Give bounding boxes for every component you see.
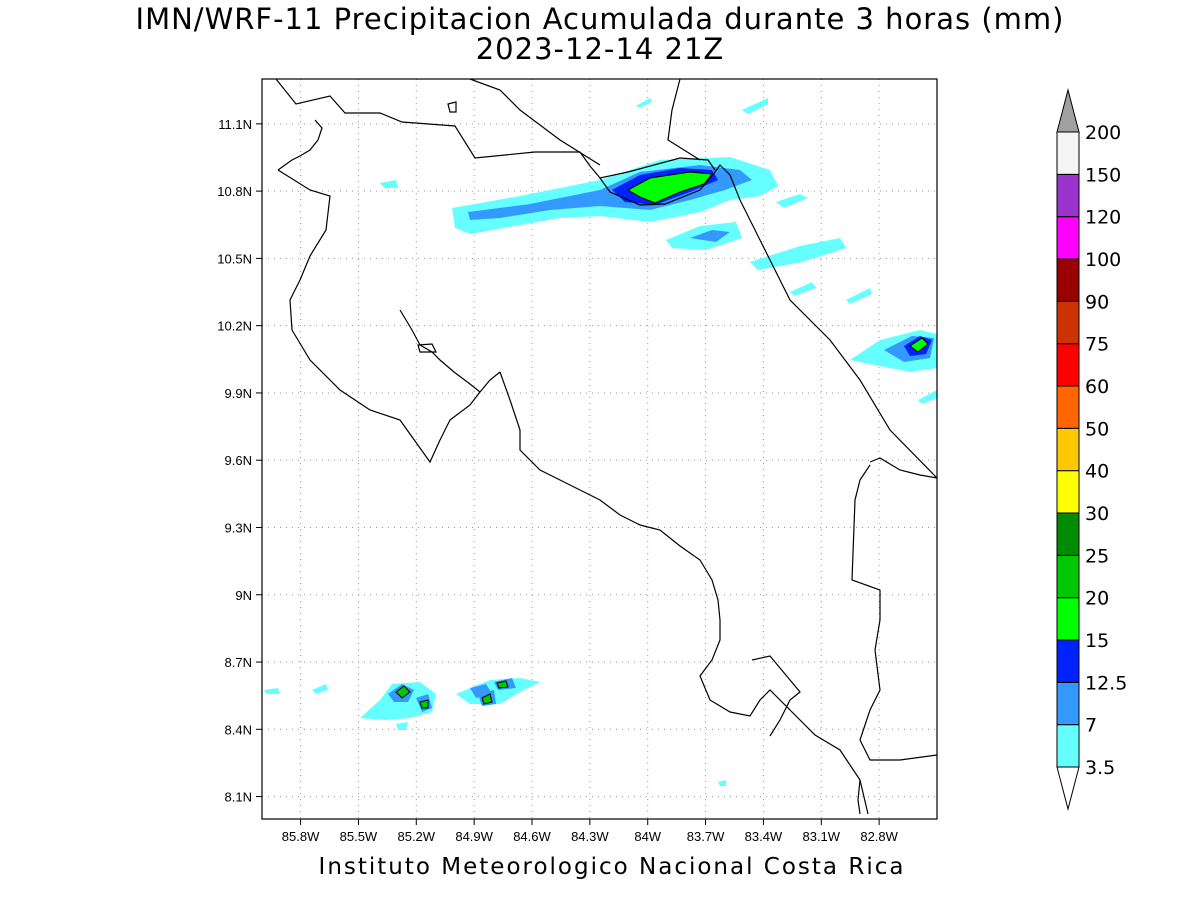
precip-cell-south [419,699,429,709]
northern-border [599,164,741,206]
precip-cell-caribbean [909,337,929,353]
precip-cell-south [481,693,493,705]
colorbar-label: 90 [1085,291,1109,313]
map-title: IMN/WRF-11 Precipitacion Acumulada duran… [135,2,1065,36]
longitude-axis: 85.8W 85.5W 85.2W 84.9W 84.6W 84.3W 84W 83.7W 83… [282,819,899,844]
colorbar-swatch [1056,385,1080,429]
colorbar-swatch [1056,639,1080,683]
lon-tick-label: 85.8W [282,829,320,844]
colorbar-label: 20 [1085,588,1109,610]
lon-tick-label: 82.8W [860,829,898,844]
precip-streak [790,282,816,296]
colorbar-swatch [1056,343,1080,387]
precip-streak [750,238,846,270]
precip-streak [396,722,408,730]
lon-tick-label: 83.7W [687,829,725,844]
colorbar-label: 3.5 [1085,757,1115,779]
pacific-coast-central [499,371,869,815]
colorbar-swatch [1056,300,1080,345]
colorbar-swatch [1056,554,1080,599]
lon-tick-label: 84.9W [455,829,493,844]
colorbar-label: 100 [1085,249,1121,271]
colorbar-label: 7 [1085,715,1097,737]
precip-streak [742,98,768,114]
precip-streak [846,288,872,304]
colorbar-swatch [1056,216,1080,260]
lat-tick-label: 9.9N [225,386,252,401]
colorbar-label: 30 [1085,503,1109,525]
colorbar-label: 15 [1085,630,1109,652]
coastlines [275,79,937,815]
lon-tick-label: 85.2W [397,829,435,844]
colorbar-swatch [1056,470,1080,514]
precip-streak [776,194,808,208]
colorbar-label: 120 [1085,207,1121,229]
precip-streak [312,684,328,694]
colorbar-label: 12.5 [1085,672,1127,694]
lat-tick-label: 9.6N [225,453,252,468]
precipitation-colorbar: 3.5 7 12.5 15 20 25 30 40 50 60 75 90 100 120 150 200 [1056,88,1127,811]
precip-streak [636,98,652,108]
osa-peninsula [751,655,801,737]
precip-area-intense [626,171,713,204]
lon-tick-label: 84.6W [513,829,551,844]
footer-credit: Instituto Meteorologico Nacional Costa R… [318,854,906,880]
lon-tick-label: 84W [634,829,661,844]
lat-tick-label: 10.5N [217,251,252,266]
colorbar-swatch [1056,681,1080,726]
nicoya-gulf [399,309,481,393]
colorbar-under-arrow [1056,766,1080,811]
lat-tick-label: 8.1N [225,790,252,805]
colorbar-label: 50 [1085,418,1109,440]
pacific-coast-north [277,169,501,464]
lat-tick-label: 8.7N [225,655,252,670]
lat-tick-label: 11.1N [218,117,252,132]
colorbar-swatch [1056,597,1080,641]
lat-tick-label: 10.8N [217,184,252,199]
precip-cell-south [395,685,411,699]
precip-streak [918,390,937,404]
colorbar-swatch [1056,173,1080,218]
nicaragua-costa-rica-border [277,119,323,171]
colorbar-swatch [1056,512,1080,556]
colorbar-label: 60 [1085,376,1109,398]
lake-island [447,101,457,113]
latitude-axis: 11.1N 10.8N 10.5N 10.2N 9.9N 9.6N 9.3N 9N 8.7N 8.… [217,117,262,805]
precip-streak [380,180,398,188]
colorbar-swatch [1056,258,1080,302]
colorbar-label: 25 [1085,545,1109,567]
lat-tick-label: 8.4N [225,722,252,737]
precip-streak [264,688,280,694]
panama-border [851,464,937,761]
lon-tick-label: 84.3W [571,829,609,844]
lat-tick-label: 10.2N [217,319,252,334]
lat-tick-label: 9.3N [225,520,252,535]
golfito-inlet [857,779,861,815]
colorbar-label: 150 [1085,164,1121,186]
precip-cell-south [496,680,509,689]
map-valid-time: 2023-12-14 21Z [475,32,725,66]
colorbar-label: 75 [1085,334,1109,356]
lon-tick-label: 85.5W [340,829,378,844]
colorbar-swatch [1056,724,1080,768]
precip-streak [718,780,726,786]
colorbar-label: 200 [1085,122,1121,144]
lat-tick-label: 9N [235,588,252,603]
colorbar-label: 40 [1085,461,1109,483]
caribbean-coast [469,79,937,479]
colorbar-swatch [1056,427,1080,472]
colorbar-over-arrow [1056,88,1080,133]
precip-streak [690,230,730,242]
lon-tick-label: 83.1W [802,829,840,844]
lon-tick-label: 83.4W [745,829,783,844]
map-frame [261,78,938,820]
caribbean-coast-south [869,457,937,479]
nicaragua-lake-shore [275,79,716,179]
precipitation-field [264,98,937,786]
colorbar-swatch [1056,131,1080,175]
